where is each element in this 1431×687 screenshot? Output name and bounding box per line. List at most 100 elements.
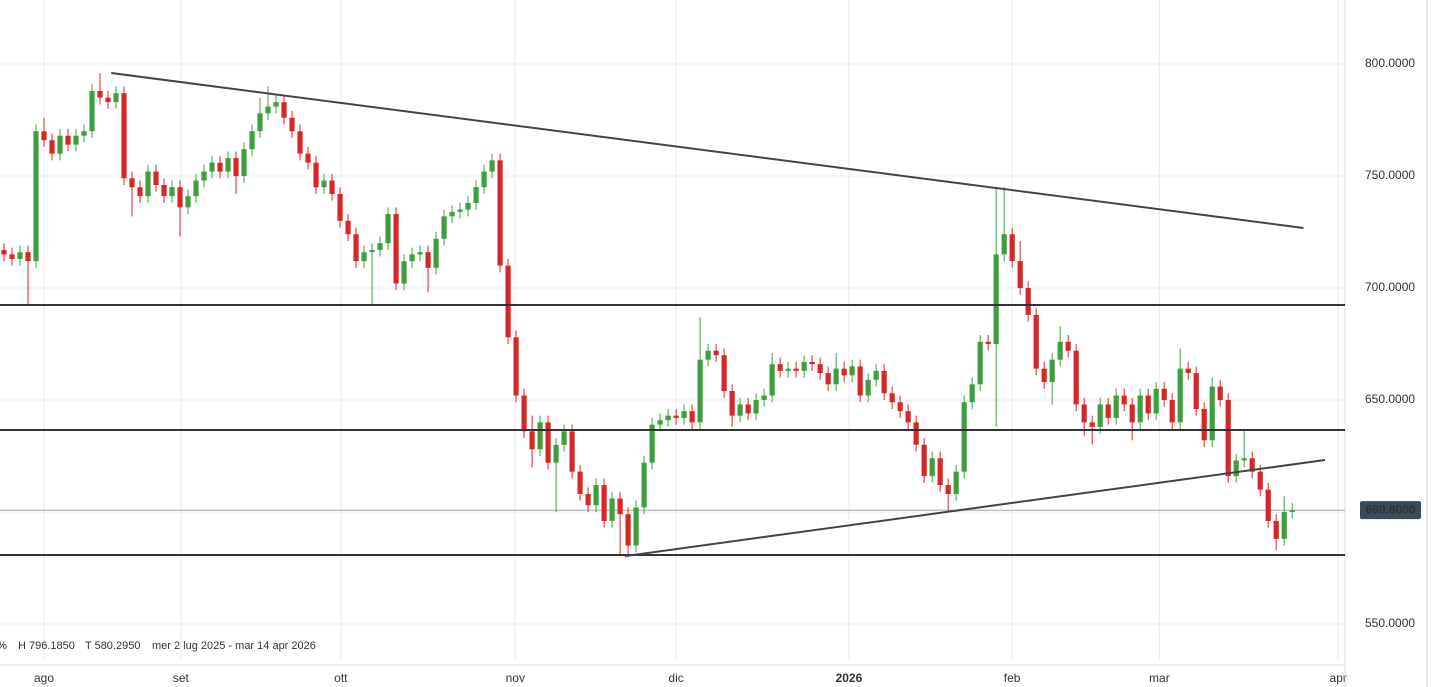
candle-body	[537, 422, 543, 450]
candle-body	[497, 160, 503, 266]
candle-body	[817, 364, 823, 374]
candle-body	[649, 424, 655, 463]
candle-body	[985, 341, 991, 344]
candle-body	[385, 214, 391, 244]
candle-body	[673, 415, 679, 418]
candle-body	[105, 97, 111, 103]
y-tick-label: 550.0000	[1365, 616, 1415, 630]
candle-body	[1225, 399, 1231, 477]
candle-body	[185, 196, 191, 208]
candle-body	[769, 364, 775, 396]
candle-body	[777, 364, 783, 371]
candle-body	[1273, 520, 1279, 539]
candle-body	[593, 485, 599, 506]
candle-body	[57, 135, 63, 154]
x-tick-label: dic	[668, 671, 683, 685]
candle-body	[601, 485, 607, 521]
candle-body	[737, 404, 743, 416]
candle-body	[1001, 234, 1007, 255]
candle-body	[41, 131, 47, 141]
candle-body	[881, 370, 887, 394]
candle-body	[961, 402, 967, 472]
candle-body	[585, 494, 591, 506]
candle-body	[1041, 368, 1047, 383]
candle-body	[241, 149, 247, 177]
candle-body	[1073, 350, 1079, 405]
candle-body	[49, 140, 55, 154]
candle-body	[921, 444, 927, 477]
candle-body	[1033, 314, 1039, 369]
candle-body	[937, 458, 943, 486]
candle-body	[17, 252, 23, 259]
trendline	[111, 72, 1304, 229]
info-text: 0%	[0, 640, 7, 652]
candle-body	[97, 90, 103, 98]
candle-body	[1097, 404, 1103, 427]
candle-body	[793, 368, 799, 371]
candle-body	[1177, 368, 1183, 423]
candle-body	[193, 180, 199, 197]
x-tick-label: apr	[1330, 671, 1347, 685]
candle-body	[257, 113, 263, 132]
candle-body	[505, 265, 511, 338]
candle-body	[449, 211, 455, 217]
candle-body	[177, 187, 183, 208]
candle-body	[233, 158, 239, 177]
candle-body	[65, 135, 71, 145]
candle-body	[513, 337, 519, 396]
candle-body	[393, 214, 399, 284]
candle-body	[169, 187, 175, 197]
x-tick-label: ago	[34, 671, 54, 685]
candle-body	[33, 131, 39, 262]
candle-body	[865, 379, 871, 396]
candle-body	[529, 431, 535, 450]
candle-body	[161, 184, 167, 197]
candle-body	[345, 220, 351, 235]
candle-body	[713, 350, 719, 356]
candle-body	[1121, 395, 1127, 405]
candle-body	[1081, 404, 1087, 423]
candle-body	[569, 431, 575, 472]
candle-body	[1113, 395, 1119, 418]
x-tick-label: mar	[1149, 671, 1170, 685]
candle-body	[265, 106, 271, 114]
candle-body	[993, 254, 999, 344]
candle-body	[153, 171, 159, 185]
candle-body	[849, 366, 855, 376]
candle-body	[361, 252, 367, 262]
candle-body	[201, 171, 207, 181]
candle-body	[681, 411, 687, 418]
candle-body	[313, 162, 319, 188]
candle-body	[753, 399, 759, 414]
candle-body	[721, 355, 727, 392]
candle-body	[1217, 386, 1223, 400]
candle-body	[553, 444, 559, 463]
candle-body	[617, 498, 623, 515]
trendline	[624, 459, 1326, 558]
candle-body	[473, 187, 479, 203]
candle-body	[337, 193, 343, 221]
candle-body	[9, 254, 15, 259]
candle-body	[481, 171, 487, 188]
candle-body	[1257, 471, 1263, 490]
candle-body	[297, 131, 303, 154]
candle-body	[73, 135, 79, 145]
candle-body	[1241, 458, 1247, 461]
candle-body	[913, 422, 919, 445]
candle-body	[561, 431, 567, 445]
candle-body	[905, 411, 911, 423]
candle-body	[249, 131, 255, 150]
candle-body	[609, 498, 615, 521]
candle-body	[521, 395, 527, 432]
candle-body	[121, 93, 127, 179]
candle-body	[977, 341, 983, 385]
x-tick-label: feb	[1004, 671, 1021, 685]
candle-body	[1265, 489, 1271, 521]
candle-body	[321, 180, 327, 188]
candle-body	[217, 162, 223, 172]
info-text: T 580.2950	[85, 640, 140, 652]
candle-body	[689, 411, 695, 423]
candle-body	[745, 404, 751, 414]
candle-body	[761, 395, 767, 400]
